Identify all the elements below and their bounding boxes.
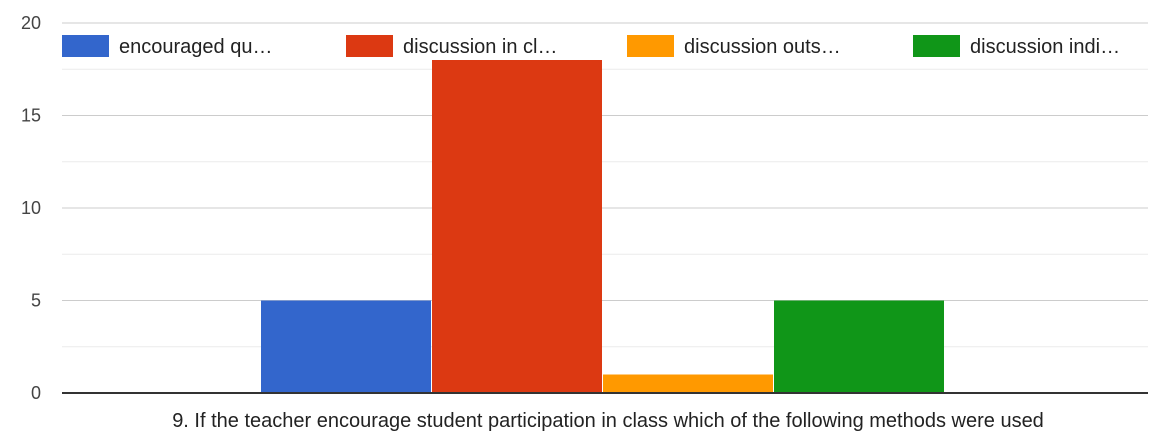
y-tick-label: 10 — [21, 198, 41, 218]
bar-1 — [432, 60, 602, 393]
y-axis-ticks: 0 5 10 15 20 — [21, 13, 41, 403]
legend: encouraged qu… discussion in cl… discussio… — [62, 35, 1120, 58]
bar-2 — [603, 374, 773, 393]
legend-swatch-3 — [913, 35, 960, 57]
y-tick-label: 5 — [31, 291, 41, 311]
legend-swatch-1 — [346, 35, 393, 57]
y-tick-label: 0 — [31, 383, 41, 403]
legend-label-0: encouraged qu… — [119, 36, 272, 58]
gridlines — [62, 22, 1148, 348]
bars — [261, 60, 944, 393]
legend-label-1: discussion in cl… — [403, 36, 558, 58]
bar-0 — [261, 300, 431, 393]
legend-swatch-2 — [627, 35, 674, 57]
y-tick-label: 15 — [21, 106, 41, 126]
legend-label-2: discussion outs… — [684, 36, 841, 58]
legend-swatch-0 — [62, 35, 109, 57]
bar-3 — [774, 300, 944, 393]
x-axis-label: 9. If the teacher encourage student part… — [172, 410, 1044, 432]
legend-label-3: discussion indi… — [970, 36, 1120, 58]
y-tick-label: 20 — [21, 13, 41, 33]
